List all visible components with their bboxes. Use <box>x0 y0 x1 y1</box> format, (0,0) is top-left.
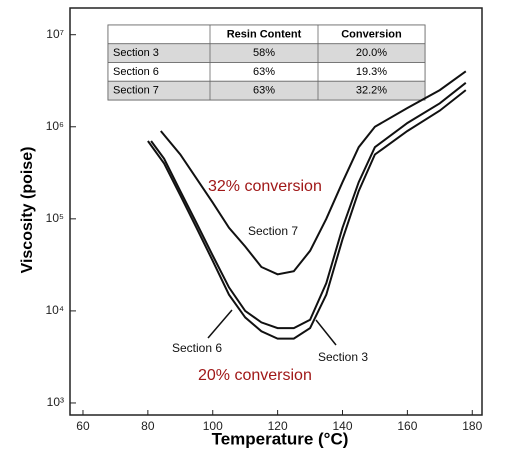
table-row <box>107 80 426 101</box>
table-cell: 32.2% <box>356 85 387 97</box>
y-tick-label: 10⁴ <box>45 303 64 317</box>
y-tick-label: 10⁶ <box>46 119 64 133</box>
y-tick-label: 10⁵ <box>46 211 64 225</box>
x-axis-label: Temperature (°C) <box>212 429 349 448</box>
x-tick-label: 80 <box>141 419 155 433</box>
table-header: Resin Content <box>227 28 302 40</box>
table-cell: Section 3 <box>113 47 159 59</box>
curve <box>160 70 467 276</box>
annotation: 20% conversion <box>198 367 312 384</box>
table-cell: 63% <box>253 66 275 78</box>
plot-frame <box>69 7 483 416</box>
table-cell: 19.3% <box>356 66 387 78</box>
curve-label: Section 7 <box>248 224 298 238</box>
y-tick-label: 10³ <box>47 395 64 409</box>
y-axis-label: Viscosity (poise) <box>19 147 36 274</box>
table-cell: Section 6 <box>113 66 159 78</box>
table-cell: Section 7 <box>113 85 159 97</box>
arrow <box>315 319 337 346</box>
table: Resin Content Conversion Section 3 58% 20.0%… <box>107 24 426 101</box>
table-cell: 58% <box>253 47 275 59</box>
x-tick-label: 120 <box>268 419 288 433</box>
x-tick-label: 100 <box>203 419 223 433</box>
x-tick-label: 160 <box>397 419 417 433</box>
x-tick-label: 180 <box>462 419 482 433</box>
curve <box>150 82 467 330</box>
annotation: 32% conversion <box>208 178 322 195</box>
table-cell: 63% <box>253 85 275 97</box>
x-tick-label: 140 <box>332 419 352 433</box>
curve-label: Section 3 <box>318 350 368 364</box>
curve <box>147 89 467 340</box>
arrow <box>207 309 233 339</box>
x-tick-label: 60 <box>76 419 90 433</box>
curve-label: Section 6 <box>172 341 222 355</box>
y-tick-label: 10⁷ <box>46 27 64 41</box>
table-header: Conversion <box>341 28 402 40</box>
table-cell: 20.0% <box>356 47 387 59</box>
